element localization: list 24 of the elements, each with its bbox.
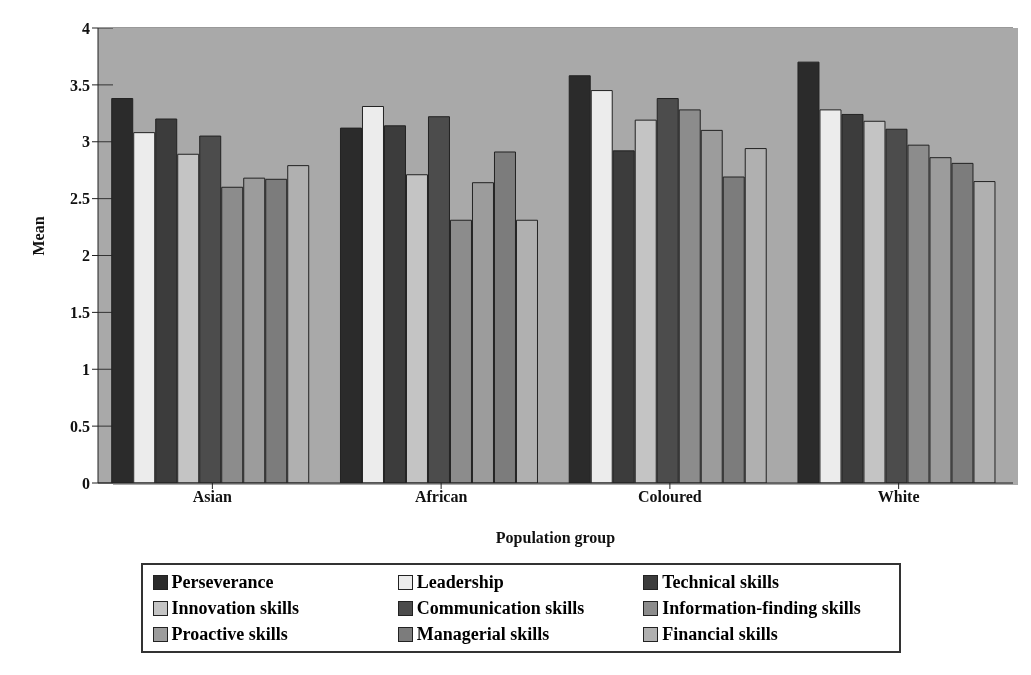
y-tick-label: 2 xyxy=(82,247,90,265)
x-tick-label: Asian xyxy=(192,488,233,506)
y-tick-label: 0 xyxy=(82,474,90,492)
y-tick-label: 3 xyxy=(82,133,90,151)
legend-label: Communication skills xyxy=(416,597,585,620)
y-tick-label: 1.5 xyxy=(70,304,90,322)
x-tick-label: Coloured xyxy=(638,488,702,506)
x-tick-label: White xyxy=(877,488,920,506)
y-tick-label: 4 xyxy=(82,19,90,37)
legend-label: Information-finding skills xyxy=(662,597,861,620)
legend-label: Financial skills xyxy=(662,623,778,646)
legend-label: Technical skills xyxy=(662,571,780,594)
legend-label: Proactive skills xyxy=(171,623,288,646)
legend-label: Leadership xyxy=(416,571,504,594)
y-axis-title: Mean xyxy=(29,216,47,256)
legend-label: Managerial skills xyxy=(416,623,550,646)
y-tick-label: 3.5 xyxy=(70,76,90,94)
y-tick-label: 1 xyxy=(82,360,90,378)
y-tick-label: 0.5 xyxy=(70,417,90,435)
legend-label: Perseverance xyxy=(171,571,274,594)
y-tick-label: 2.5 xyxy=(70,190,90,208)
x-axis-title: Population group xyxy=(495,529,616,547)
x-tick-label: African xyxy=(414,488,468,506)
legend-label: Innovation skills xyxy=(171,597,300,620)
